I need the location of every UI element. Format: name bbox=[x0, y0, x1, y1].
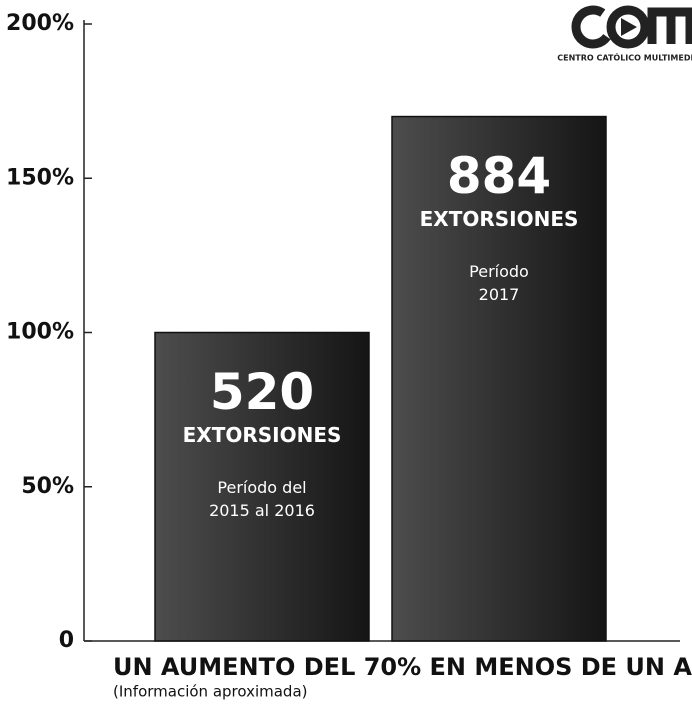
y-tick-label: 100% bbox=[6, 320, 74, 345]
logo-shape bbox=[606, 5, 650, 49]
bar-period: Período bbox=[469, 262, 529, 281]
y-tick-label: 0 bbox=[59, 628, 74, 653]
chart-subtitle: (Información aproximada) bbox=[113, 683, 308, 701]
y-tick-label: 150% bbox=[6, 165, 74, 190]
y-tick-label: 200% bbox=[6, 11, 74, 36]
bar-count: 520 bbox=[210, 363, 314, 421]
bar-period: 2017 bbox=[479, 285, 520, 304]
bar-period: 2015 al 2016 bbox=[209, 501, 315, 520]
logo: CENTRO CATÓLICO MULTIMEDIAL bbox=[557, 5, 692, 63]
bar-period: Período del bbox=[217, 478, 306, 497]
logo-shape bbox=[647, 7, 692, 44]
y-tick-label: 50% bbox=[21, 474, 74, 499]
bar-count: 884 bbox=[447, 147, 551, 205]
logo-shape bbox=[621, 18, 637, 36]
logo-text: CENTRO CATÓLICO MULTIMEDIAL bbox=[557, 52, 692, 63]
bar bbox=[391, 115, 607, 642]
bar bbox=[154, 331, 370, 642]
bar-unit: EXTORSIONES bbox=[420, 207, 579, 231]
chart-title: UN AUMENTO DEL 70% EN MENOS DE UN AÑO bbox=[113, 652, 692, 681]
bar-unit: EXTORSIONES bbox=[183, 423, 342, 447]
